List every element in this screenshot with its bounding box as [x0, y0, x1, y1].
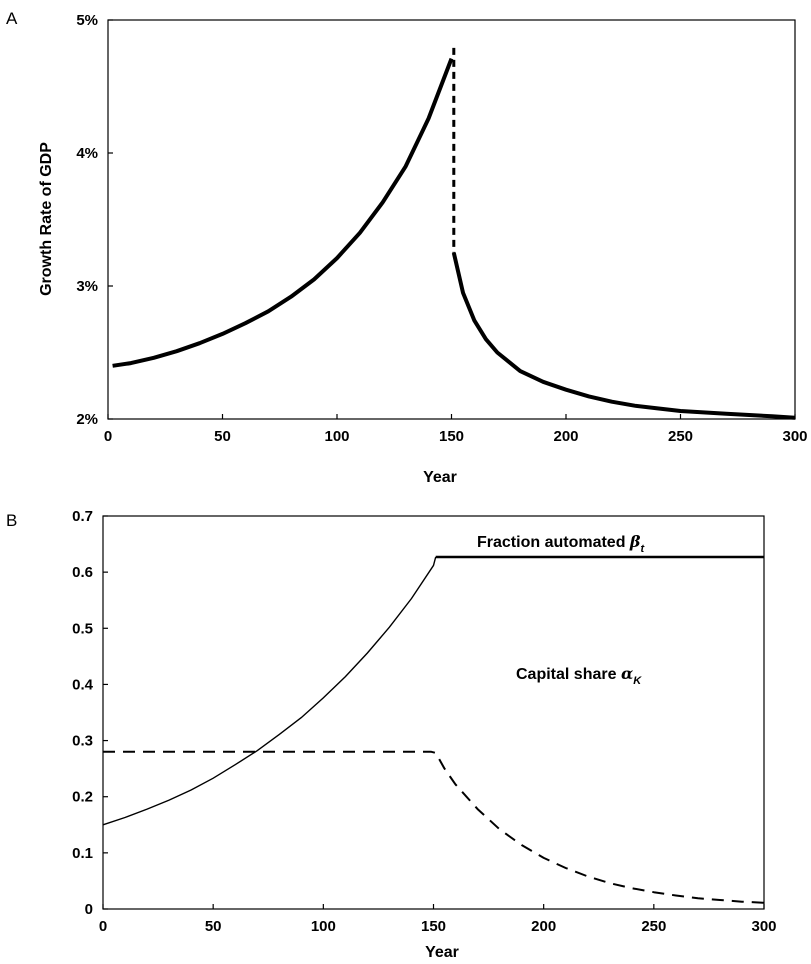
annotation-beta-subscript: t — [641, 543, 646, 555]
panel-a-y-axis-title: Growth Rate of GDP — [38, 142, 55, 296]
panel-a-x-tick-label: 0 — [104, 428, 112, 445]
panel-a-x-axis: 0 50 100 150 200 250 300 — [104, 414, 808, 445]
panel-b-y-tick-label: 0.5 — [72, 620, 93, 637]
panel-a-x-tick-label: 50 — [214, 428, 231, 445]
panel-b-x-tick-label: 100 — [311, 918, 336, 935]
annotation-fraction-automated: Fraction automated βt — [477, 532, 646, 555]
panel-b-y-tick-label: 0 — [85, 901, 93, 918]
panel-b-x-tick-label: 300 — [751, 918, 776, 935]
panel-b-y-tick-label: 0.1 — [72, 845, 93, 862]
panel-b-y-tick-label: 0.3 — [72, 733, 93, 750]
annotation-alpha-subscript: K — [633, 675, 642, 687]
panel-b-x-tick-label: 150 — [421, 918, 446, 935]
panel-b-y-tick-label: 0.6 — [72, 564, 93, 581]
panel-a-x-axis-title: Year — [423, 469, 457, 486]
panel-b: B 0 50 100 150 200 250 300 0 0.1 0.2 0.3 0.4 0.5 0.6… — [6, 508, 777, 961]
panel-b-x-tick-label: 0 — [99, 918, 107, 935]
annotation-fraction-automated-text: Fraction automated — [477, 534, 630, 551]
panel-a-y-axis: 2% 3% 4% 5% — [76, 12, 113, 428]
panel-b-series-fraction-automated-line — [102, 556, 437, 826]
panel-a-y-tick-label: 2% — [76, 411, 98, 428]
panel-b-x-tick-label: 250 — [641, 918, 666, 935]
annotation-capital-share-text: Capital share — [516, 666, 621, 683]
panel-b-letter: B — [6, 511, 17, 530]
annotation-beta-symbol: β — [629, 532, 641, 551]
panel-a-series — [112, 47, 796, 420]
panel-b-x-tick-label: 200 — [531, 918, 556, 935]
panel-b-series-capital-share-line — [103, 750, 765, 904]
panel-a: A 0 50 100 150 200 250 300 2% 3% 4% 5% Year Growt… — [6, 9, 808, 486]
panel-a-series-0-line — [112, 57, 454, 368]
panel-b-x-axis-title: Year — [425, 944, 459, 961]
panel-b-y-tick-label: 0.4 — [72, 676, 94, 693]
panel-a-x-tick-label: 100 — [324, 428, 349, 445]
panel-b-y-tick-label: 0.2 — [72, 789, 93, 806]
panel-b-x-axis: 0 50 100 150 200 250 300 — [99, 904, 777, 935]
panel-b-plot-frame — [102, 515, 765, 910]
panel-a-y-tick-label: 5% — [76, 12, 98, 29]
panel-a-plot-frame — [107, 19, 796, 420]
panel-b-y-tick-label: 0.7 — [72, 508, 93, 525]
annotation-alpha-symbol: α — [621, 664, 633, 683]
panel-a-letter: A — [6, 9, 18, 28]
panel-a-x-tick-label: 150 — [439, 428, 464, 445]
panel-a-x-tick-label: 250 — [668, 428, 693, 445]
panel-b-series — [102, 555, 765, 904]
panel-b-x-tick-label: 50 — [205, 918, 222, 935]
panel-a-y-tick-label: 4% — [76, 145, 98, 162]
panel-b-y-axis: 0 0.1 0.2 0.3 0.4 0.5 0.6 0.7 — [72, 508, 108, 918]
panel-a-x-tick-label: 300 — [782, 428, 807, 445]
panel-a-series-2-line — [451, 252, 796, 420]
panel-a-y-tick-label: 3% — [76, 278, 98, 295]
annotation-capital-share: Capital share αK — [516, 664, 642, 687]
panel-a-x-tick-label: 200 — [553, 428, 578, 445]
